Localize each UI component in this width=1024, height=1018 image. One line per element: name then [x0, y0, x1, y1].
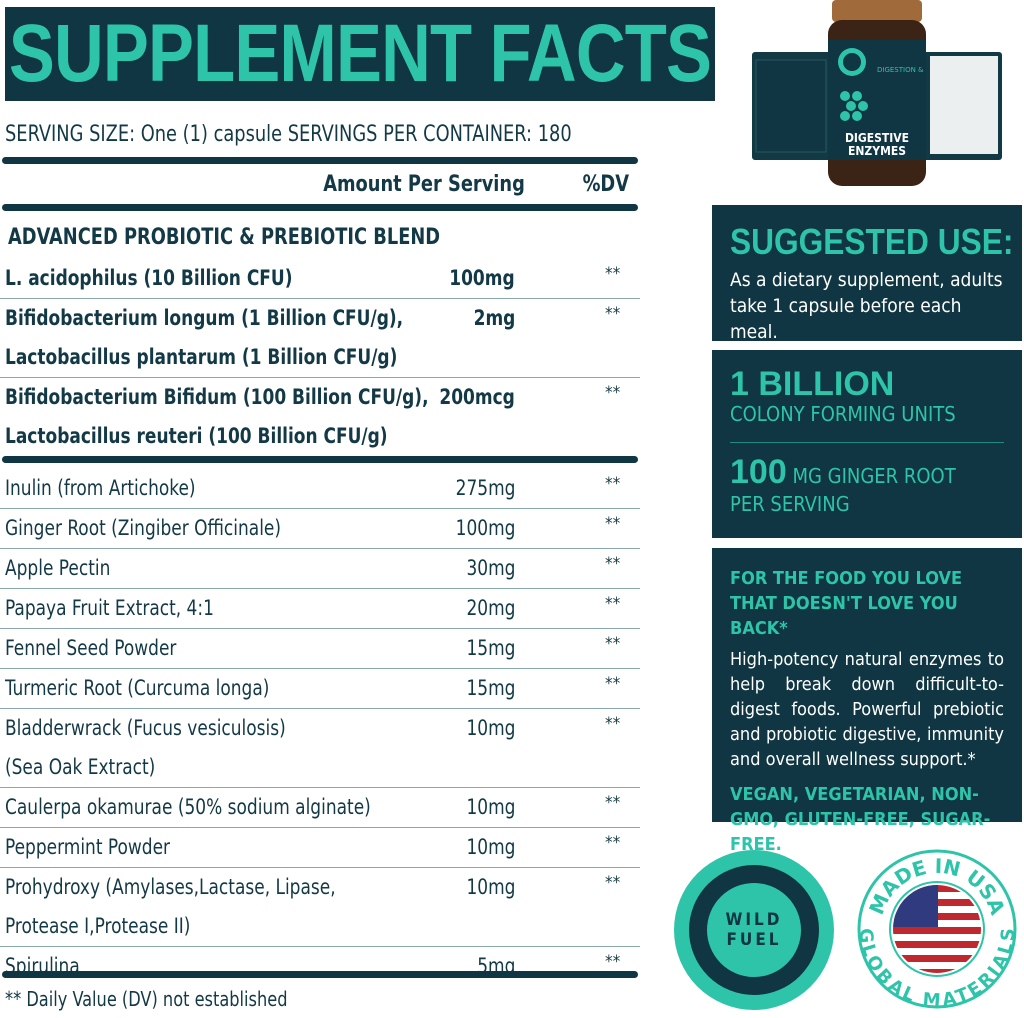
- ingredient-row: Bifidobacterium longum (1 Billion CFU/g)…: [0, 299, 640, 378]
- diet-tags: VEGAN, VEGETARIAN, NON-GMO, GLUTEN-FREE,…: [730, 784, 991, 855]
- dv-header: %DV: [582, 172, 630, 197]
- ingredient-dv: **: [605, 264, 621, 284]
- ingredient-dv: **: [605, 674, 621, 694]
- product-name: DIGESTIVE: [844, 131, 910, 145]
- ingredient-name: Caulerpa okamurae (50% sodium alginate): [5, 795, 371, 819]
- suggested-use-text: As a dietary supplement, adults take 1 c…: [730, 269, 1003, 343]
- ingredient-dv: **: [605, 793, 621, 813]
- cfu-label: COLONY FORMING UNITS: [730, 402, 956, 426]
- ingredient-name: Bifidobacterium longum (1 Billion CFU/g)…: [5, 306, 404, 330]
- product-image: DIGESTION & DIGESTIVE ENZYMES: [752, 0, 1002, 188]
- ingredient-dv: **: [605, 554, 621, 574]
- ingredient-amount: 10mg: [465, 795, 515, 819]
- divider: [730, 442, 1004, 443]
- serving-info: SERVING SIZE: One (1) capsule SERVINGS P…: [5, 122, 572, 147]
- ingredient-amount: 275mg: [455, 476, 515, 500]
- ingredient-row: Caulerpa okamurae (50% sodium alginate) 1…: [0, 788, 640, 828]
- ingredient-name: Prohydroxy (Amylases,Lactase, Lipase,: [5, 875, 336, 899]
- ingredient-row: L. acidophilus (10 Billion CFU) 100mg **: [0, 259, 640, 299]
- ingredient-name: (Sea Oak Extract): [5, 755, 156, 779]
- promo-text: High-potency natural enzymes to help bre…: [730, 649, 1004, 770]
- ingredient-amount: 10mg: [465, 716, 515, 740]
- ingredient-dv: **: [605, 952, 621, 972]
- ingredient-dv: **: [605, 634, 621, 654]
- ingredient-row: Peppermint Powder 10mg **: [0, 828, 640, 868]
- ingredient-amount: 2mg: [473, 306, 515, 330]
- ingredient-row: Inulin (from Artichoke) 275mg **: [0, 469, 640, 509]
- ingredient-name: Papaya Fruit Extract, 4:1: [5, 596, 214, 620]
- ingredient-dv: **: [605, 304, 621, 324]
- ingredient-row: Papaya Fruit Extract, 4:1 20mg **: [0, 589, 640, 629]
- ingredient-name: Bladderwrack (Fucus vesiculosis): [5, 716, 286, 740]
- ingredient-name: L. acidophilus (10 Billion CFU): [5, 266, 293, 290]
- ingredient-name: Ginger Root (Zingiber Officinale): [5, 516, 282, 540]
- made-in-usa-badge: MADE IN USA GLOBAL MATERIALS: [855, 848, 1019, 1011]
- ingredient-amount: 10mg: [465, 875, 515, 899]
- page-title: SUPPLEMENT FACTS: [8, 8, 712, 99]
- ingredient-name: Turmeric Root (Curcuma longa): [5, 676, 270, 700]
- ingredient-row: Bifidobacterium Bifidum (100 Billion CFU…: [0, 378, 640, 456]
- title-banner: SUPPLEMENT FACTS: [5, 7, 715, 101]
- ingredient-row: Bladderwrack (Fucus vesiculosis) (Sea Oak…: [0, 709, 640, 788]
- ingredient-name: Inulin (from Artichoke): [5, 476, 196, 500]
- ingredient-name: Fennel Seed Powder: [5, 636, 177, 660]
- product-claim: DIGESTION &: [877, 66, 924, 74]
- ingredient-rows: Inulin (from Artichoke) 275mg ** Ginger Roo…: [0, 469, 640, 986]
- ingredient-dv: **: [605, 873, 621, 893]
- cfu-number: 1 BILLION: [730, 365, 895, 403]
- bottle-icon: DIGESTION &: [752, 0, 1002, 186]
- wild-fuel-logo: WILD FUEL: [674, 850, 834, 1010]
- ingredient-dv: **: [605, 594, 621, 614]
- ginger-unit: MG GINGER ROOT: [792, 464, 956, 488]
- ginger-label: PER SERVING: [730, 492, 850, 516]
- product-name: ENZYMES: [848, 144, 906, 158]
- ingredient-name: Peppermint Powder: [5, 835, 171, 859]
- ingredient-amount: 5mg: [476, 954, 515, 978]
- suggested-use-panel: SUGGESTED USE: As a dietary supplement, …: [712, 205, 1022, 343]
- ingredient-name: Spirulina: [5, 954, 80, 978]
- divider: [2, 971, 638, 978]
- divider: [2, 204, 638, 211]
- ingredient-row: Spirulina 5mg **: [0, 947, 640, 986]
- ingredient-name: Lactobacillus plantarum (1 Billion CFU/g…: [5, 345, 398, 369]
- logo-text: WILD: [725, 910, 783, 930]
- ingredient-row: Ginger Root (Zingiber Officinale) 100mg **: [0, 509, 640, 549]
- promo-headline: FOR THE FOOD YOU LOVE THAT DOESN'T LOVE …: [730, 568, 963, 639]
- ingredient-amount: 100mg: [455, 516, 515, 540]
- ingredient-amount: 30mg: [465, 556, 515, 580]
- ingredient-amount: 200mcg: [439, 385, 515, 409]
- footnote: ** Daily Value (DV) not established: [5, 987, 288, 1011]
- divider: [2, 157, 638, 164]
- ingredient-dv: **: [605, 474, 621, 494]
- ingredient-amount: 15mg: [465, 676, 515, 700]
- suggested-use-title: SUGGESTED USE:: [730, 221, 1014, 262]
- blend-rows: L. acidophilus (10 Billion CFU) 100mg ** Bi…: [0, 259, 640, 456]
- amount-header: Amount Per Serving: [323, 172, 525, 197]
- ingredient-name: Bifidobacterium Bifidum (100 Billion CFU…: [5, 385, 429, 409]
- ingredient-dv: **: [605, 833, 621, 853]
- ingredient-row: Fennel Seed Powder 15mg **: [0, 629, 640, 669]
- ingredient-dv: **: [605, 383, 621, 403]
- ingredient-amount: 20mg: [465, 596, 515, 620]
- ginger-number: 100: [730, 453, 787, 491]
- ingredient-amount: 10mg: [465, 835, 515, 859]
- ingredient-row: Prohydroxy (Amylases,Lactase, Lipase, Pro…: [0, 868, 640, 947]
- ingredient-name: Protease I,Protease II): [5, 914, 191, 938]
- ingredient-row: Turmeric Root (Curcuma longa) 15mg **: [0, 669, 640, 709]
- ingredient-name: Lactobacillus reuteri (100 Billion CFU/g…: [5, 424, 388, 448]
- ingredient-amount: 100mg: [449, 266, 515, 290]
- ingredient-dv: **: [605, 514, 621, 534]
- ingredient-row: Apple Pectin 30mg **: [0, 549, 640, 589]
- divider: [2, 456, 638, 463]
- ingredient-name: Apple Pectin: [5, 556, 111, 580]
- blend-title: ADVANCED PROBIOTIC & PREBIOTIC BLEND: [8, 225, 441, 250]
- logo-text: FUEL: [726, 930, 782, 950]
- ingredient-amount: 15mg: [465, 636, 515, 660]
- stats-panel: 1 BILLION COLONY FORMING UNITS 100 MG GI…: [712, 350, 1022, 538]
- ingredient-dv: **: [605, 714, 621, 734]
- promo-panel: FOR THE FOOD YOU LOVE THAT DOESN'T LOVE …: [712, 548, 1022, 855]
